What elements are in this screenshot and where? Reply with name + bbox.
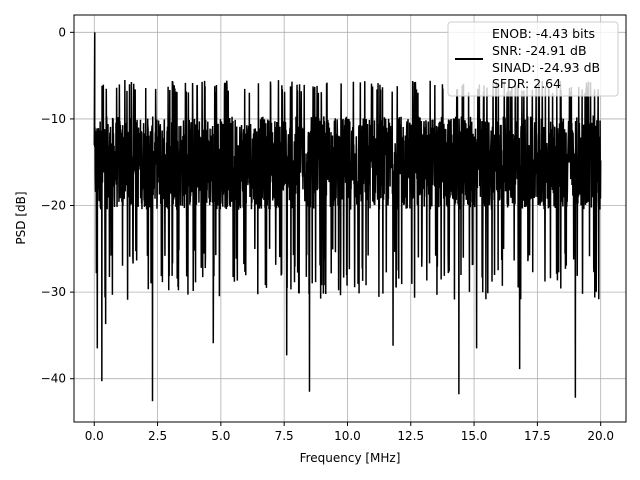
legend-sinad: SINAD: -24.93 dB [492,60,600,75]
y-axis-ticks: 0 −10 −20 −30 −40 [41,25,74,386]
x-tick-label: 0.0 [85,429,104,443]
y-tick-label: −10 [41,112,66,126]
psd-series-line [93,32,602,402]
legend-sfdr: SFDR: 2.64 [492,76,561,91]
y-tick-label: −40 [41,372,66,386]
axes-frame [73,14,627,423]
x-tick-label: 17.5 [524,429,551,443]
y-tick-label: −20 [41,199,66,213]
x-tick-label: 15.0 [461,429,488,443]
x-axis-ticks: 0.0 2.5 5.0 7.5 10.0 12.5 15.0 17.5 20.0 [85,422,614,443]
x-tick-label: 7.5 [275,429,294,443]
y-tick-label: −30 [41,285,66,299]
y-axis-label: PSD [dB] [14,191,28,244]
x-tick-label: 20.0 [587,429,614,443]
x-axis-label: Frequency [MHz] [300,451,401,465]
legend-snr: SNR: -24.91 dB [492,43,587,58]
x-tick-label: 2.5 [148,429,167,443]
legend-enob: ENOB: -4.43 bits [492,26,595,41]
x-tick-label: 10.0 [334,429,361,443]
x-tick-label: 12.5 [397,429,424,443]
legend: ENOB: -4.43 bits SNR: -24.91 dB SINAD: -… [447,21,619,97]
y-tick-label: 0 [58,25,66,39]
x-tick-label: 5.0 [211,429,230,443]
legend-box [447,21,619,97]
